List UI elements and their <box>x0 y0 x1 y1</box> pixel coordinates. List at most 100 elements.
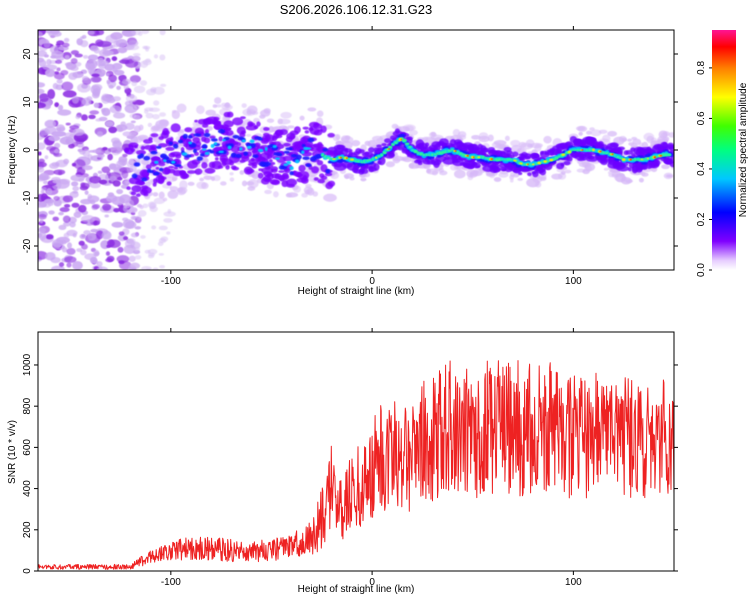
spectrogram-halo-cell <box>439 170 448 176</box>
spectrogram-envelope-cell <box>481 148 488 153</box>
spectrogram-core-cell <box>230 152 237 158</box>
spectrogram-peak-cell <box>477 156 481 159</box>
spectrogram-core-cell <box>290 153 298 158</box>
spectrogram-envelope-cell <box>376 144 383 148</box>
spectrogram-noise-cell <box>159 265 166 269</box>
spectrogram-noise-cell <box>140 235 146 239</box>
spectrogram-peak-cell <box>331 158 336 160</box>
spectrogram-mid-cell <box>210 144 215 148</box>
spectrogram-envelope-cell <box>352 164 360 170</box>
spectrogram-noise-cell <box>76 38 84 46</box>
spectrogram-noise-cell <box>41 186 47 191</box>
spectrogram-envelope-cell <box>311 166 320 174</box>
spectrogram-halo-cell <box>129 207 138 214</box>
spectrogram-envelope-cell <box>169 136 174 142</box>
spectrogram-y-tick-label: 0 <box>22 147 33 153</box>
spectrogram-halo-cell <box>133 125 142 133</box>
spectrogram-noise-cell <box>77 148 84 153</box>
spectrogram-core-cell <box>301 143 306 148</box>
spectrogram-envelope-cell <box>569 152 580 158</box>
spectrogram-mid-cell <box>249 139 255 144</box>
spectrogram-noise-cell <box>129 75 142 83</box>
spectrogram-noise-cell <box>81 114 88 121</box>
spectrogram-noise-cell <box>48 135 61 142</box>
spectrogram-envelope-cell <box>373 150 378 155</box>
spectrogram-core-cell <box>399 133 406 138</box>
spectrogram-mid-cell <box>323 154 327 159</box>
spectrogram-noise-cell <box>112 180 121 187</box>
spectrogram-envelope-cell <box>327 180 336 187</box>
spectrogram-noise-cell <box>79 233 87 240</box>
spectrogram-noise-cell <box>38 88 45 95</box>
spectrogram-envelope-cell <box>275 129 284 136</box>
spectrogram-envelope-cell <box>304 130 310 134</box>
spectrogram-peak-cell <box>646 157 649 160</box>
spectrogram-noise-cell <box>150 87 157 92</box>
spectrogram-noise-cell <box>116 188 124 195</box>
spectrogram-envelope-cell <box>638 149 644 154</box>
spectrogram-envelope-cell <box>145 164 152 170</box>
spectrogram-envelope-cell <box>161 167 170 175</box>
spectrogram-peak-cell <box>472 156 475 159</box>
spectrogram-noise-cell <box>166 231 171 235</box>
spectrogram-noise-cell <box>38 193 45 203</box>
snr-y-tick-label: 400 <box>22 480 33 497</box>
spectrogram-x-tick-label: -100 <box>161 276 181 287</box>
spectrogram-envelope-cell <box>248 158 259 165</box>
spectrogram-envelope-cell <box>317 146 325 153</box>
spectrogram-envelope-cell <box>128 177 140 185</box>
spectrogram-halo-cell <box>487 134 494 142</box>
spectrogram-noise-cell <box>81 76 89 81</box>
spectrogram-noise-cell <box>98 60 110 67</box>
spectrogram-noise-cell <box>151 113 160 120</box>
spectrogram-halo-cell <box>467 175 474 181</box>
spectrogram-envelope-cell <box>262 132 270 137</box>
spectrogram-mid-cell <box>283 163 289 167</box>
spectrogram-noise-cell <box>80 215 96 224</box>
spectrogram-envelope-cell <box>642 166 648 170</box>
spectrogram-noise-cell <box>39 219 44 224</box>
spectrogram-halo-cell <box>430 131 436 137</box>
spectrogram-core-cell <box>187 134 193 139</box>
spectrogram-envelope-cell <box>201 162 208 169</box>
spectrogram-envelope-cell <box>560 162 565 167</box>
spectrogram-halo-cell <box>426 168 439 175</box>
spectrogram-noise-cell <box>70 50 80 55</box>
spectrogram-noise-cell <box>38 31 43 38</box>
colorbar-tick-label: 0.6 <box>696 111 707 125</box>
spectrogram-noise-cell <box>96 261 103 267</box>
spectrogram-noise-cell <box>78 240 85 246</box>
spectrogram-mid-cell <box>204 151 210 155</box>
spectrogram-envelope-cell <box>225 164 230 170</box>
spectrogram-peak-cell <box>374 156 378 159</box>
spectrogram-noise-cell <box>97 170 103 174</box>
spectrogram-noise-cell <box>157 241 164 247</box>
spectrogram-envelope-cell <box>157 175 165 185</box>
spectrogram-core-cell <box>141 177 148 182</box>
spectrogram-halo-cell <box>408 162 420 169</box>
spectrogram-noise-cell <box>111 221 124 228</box>
spectrogram-noise-cell <box>75 114 81 120</box>
spectrogram-noise-cell <box>106 79 111 85</box>
spectrogram-envelope-cell <box>172 170 183 177</box>
spectrogram-noise-cell <box>133 114 141 120</box>
spectrogram-noise-cell <box>38 133 45 141</box>
spectrogram-noise-cell <box>72 128 85 136</box>
spectrogram-noise-cell <box>55 127 62 132</box>
spectrogram-halo-cell <box>351 139 361 147</box>
spectrogram-noise-cell <box>88 30 95 35</box>
spectrogram-halo-cell <box>453 169 466 179</box>
spectrogram-noise-cell <box>38 161 47 168</box>
spectrogram-envelope-cell <box>139 188 148 196</box>
spectrogram-noise-cell <box>92 204 101 210</box>
spectrogram-noise-cell <box>112 140 123 149</box>
spectrogram-mid-cell <box>664 153 669 157</box>
spectrogram-halo-cell <box>293 185 302 193</box>
spectrogram-core-cell <box>168 141 173 146</box>
spectrogram-halo-cell <box>392 157 401 164</box>
spectrogram-envelope-cell <box>170 151 182 157</box>
spectrogram-noise-cell <box>113 207 120 213</box>
spectrogram-x-tick-label: 0 <box>369 276 375 287</box>
spectrogram-mid-cell <box>218 150 224 153</box>
spectrogram-core-cell <box>322 147 329 152</box>
